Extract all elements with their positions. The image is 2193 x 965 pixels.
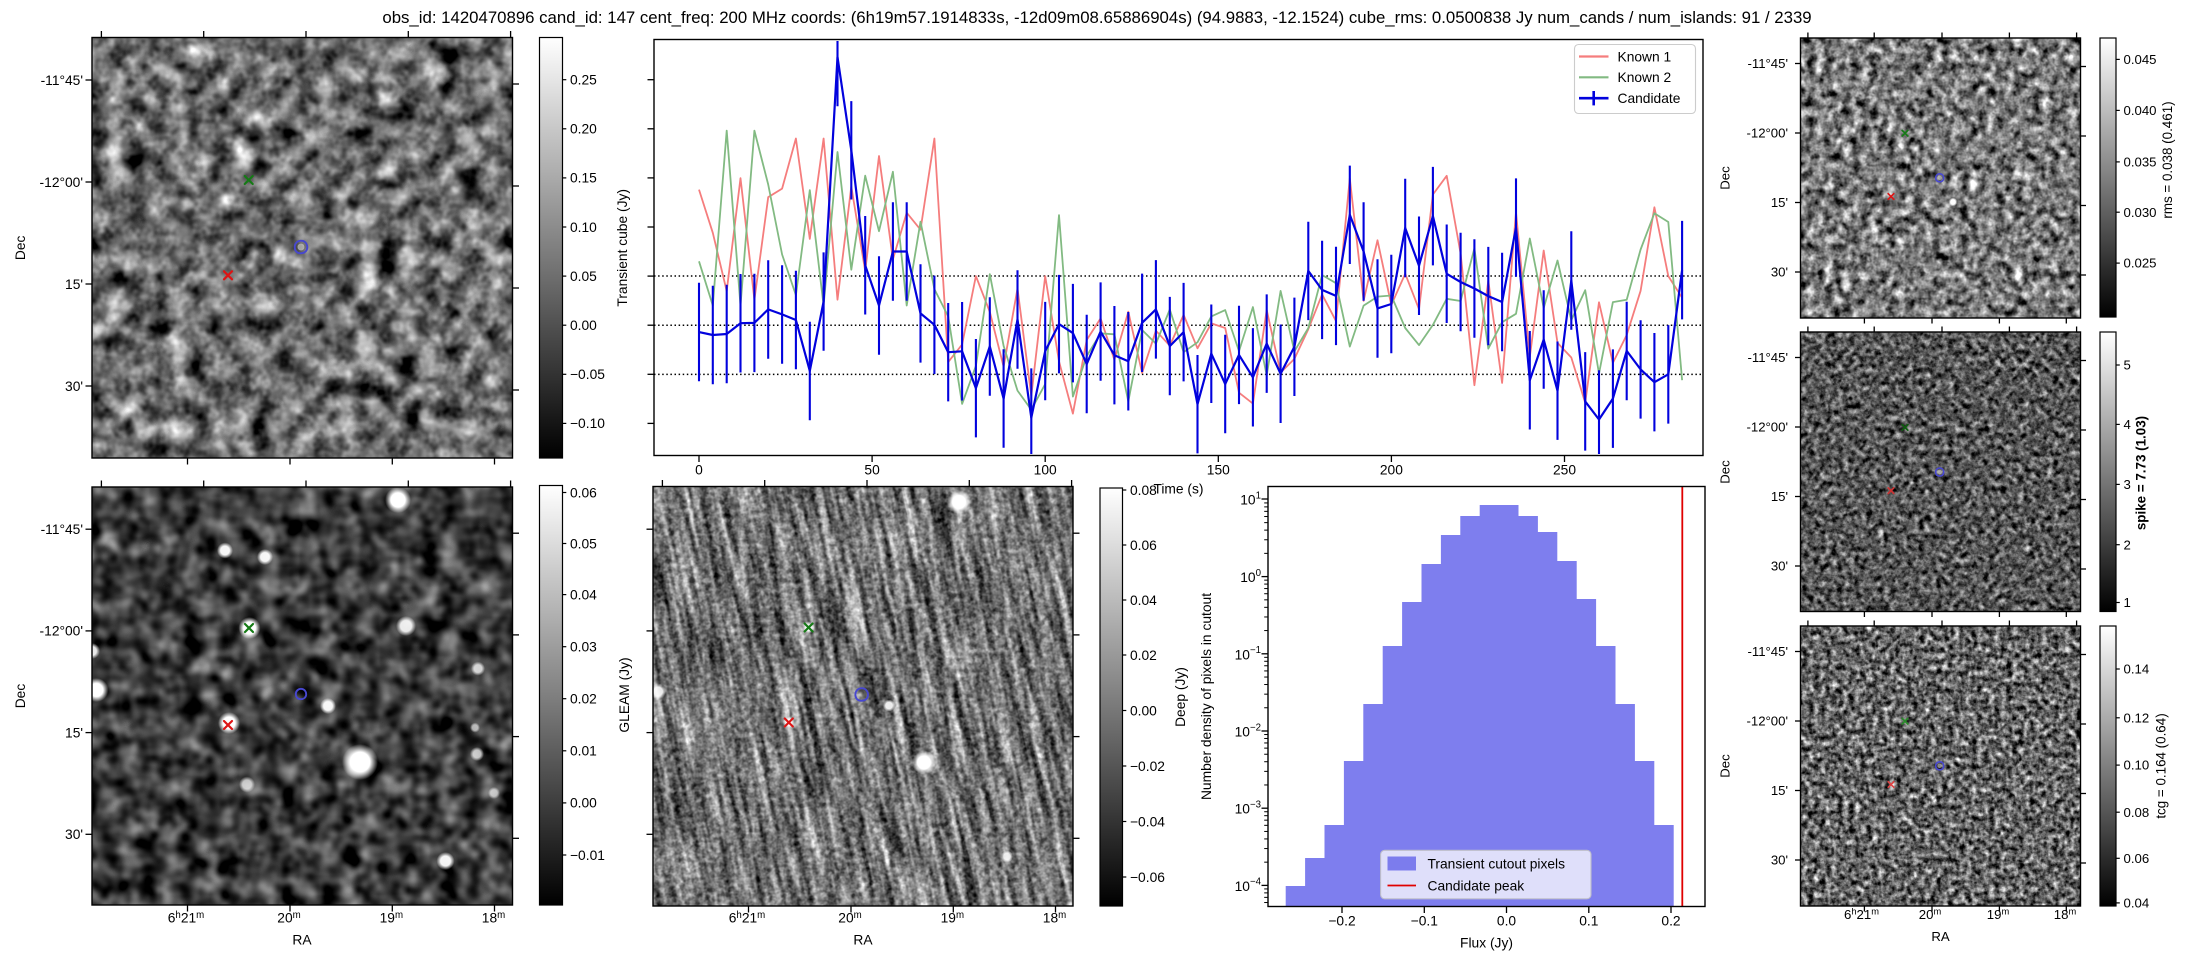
svg-text:tcg = 0.164 (0.64): tcg = 0.164 (0.64) [2154,713,2169,818]
svg-text:3: 3 [2124,477,2131,492]
svg-text:1: 1 [2124,595,2131,610]
svg-text:0.02: 0.02 [1130,648,1157,663]
svg-text:0.2: 0.2 [1661,914,1680,929]
svg-text:Dec: Dec [1718,754,1733,778]
svg-text:−0.02: −0.02 [1130,759,1165,774]
svg-text:-12°00': -12°00' [40,624,83,639]
svg-text:0.00: 0.00 [570,318,597,333]
svg-text:−0.05: −0.05 [570,367,605,382]
svg-text:RA: RA [853,933,873,948]
svg-text:30': 30' [1771,853,1788,868]
svg-text:200: 200 [1380,463,1403,478]
svg-text:−0.2: −0.2 [1328,914,1355,929]
svg-text:0.08: 0.08 [1130,483,1157,498]
svg-text:100: 100 [1034,463,1057,478]
svg-text:Dec: Dec [1718,166,1733,190]
svg-text:0.035: 0.035 [2124,155,2157,170]
svg-text:5: 5 [2124,358,2131,373]
svg-text:0.12: 0.12 [2124,710,2150,725]
svg-text:0.1: 0.1 [1579,914,1598,929]
svg-text:0.10: 0.10 [570,220,597,235]
svg-text:Candidate: Candidate [1618,91,1681,106]
svg-text:0.03: 0.03 [570,640,597,655]
svg-text:−0.01: −0.01 [570,848,605,863]
svg-text:-11°45': -11°45' [1747,350,1788,365]
svg-text:obs_id: 1420470896 cand_id: 14: obs_id: 1420470896 cand_id: 147 cent_fre… [382,8,1811,27]
svg-text:Candidate peak: Candidate peak [1428,878,1525,893]
svg-text:GLEAM (Jy): GLEAM (Jy) [617,657,632,732]
svg-text:0.06: 0.06 [1130,538,1157,553]
svg-text:0.15: 0.15 [570,171,597,186]
svg-text:0.04: 0.04 [2124,896,2150,911]
svg-text:250: 250 [1553,463,1576,478]
svg-text:−0.04: −0.04 [1130,814,1165,829]
svg-text:-11°45': -11°45' [1747,644,1788,659]
svg-text:15': 15' [65,277,83,292]
svg-text:0.00: 0.00 [1130,703,1157,718]
svg-text:0.00: 0.00 [570,796,597,811]
svg-text:-12°00': -12°00' [40,175,83,190]
svg-text:Dec: Dec [13,684,28,709]
svg-text:2: 2 [2124,537,2131,552]
svg-text:0.01: 0.01 [570,744,597,759]
svg-text:15': 15' [1771,783,1788,798]
svg-text:−0.10: −0.10 [570,416,605,431]
svg-text:0.04: 0.04 [1130,593,1157,608]
svg-text:Deep (Jy): Deep (Jy) [1173,667,1188,727]
svg-text:Dec: Dec [1718,460,1733,484]
svg-text:rms = 0.038 (0.461): rms = 0.038 (0.461) [2160,101,2175,218]
svg-text:0.05: 0.05 [570,269,597,284]
svg-text:spike = 7.73 (1.03): spike = 7.73 (1.03) [2134,416,2149,530]
svg-text:0.14: 0.14 [2124,662,2150,677]
svg-text:15': 15' [1771,195,1788,210]
svg-text:0.030: 0.030 [2124,205,2157,220]
svg-text:0.06: 0.06 [2124,851,2150,866]
svg-text:-12°00': -12°00' [1746,126,1788,141]
svg-text:15': 15' [1771,489,1788,504]
svg-text:Flux (Jy): Flux (Jy) [1460,936,1513,951]
svg-text:−0.06: −0.06 [1130,870,1165,885]
svg-text:0.08: 0.08 [2124,805,2150,820]
svg-text:0.06: 0.06 [570,485,597,500]
svg-text:0.04: 0.04 [570,587,597,602]
svg-text:0.0: 0.0 [1497,914,1517,929]
svg-text:0.05: 0.05 [570,536,597,551]
svg-text:4: 4 [2124,417,2131,432]
svg-text:Dec: Dec [13,235,28,260]
svg-text:30': 30' [1771,265,1788,280]
svg-text:Transient cutout pixels: Transient cutout pixels [1428,856,1566,871]
svg-text:30': 30' [65,827,83,842]
svg-text:Known 2: Known 2 [1618,70,1672,85]
svg-text:30': 30' [65,379,83,394]
svg-text:−0.1: −0.1 [1411,914,1438,929]
svg-text:-12°00': -12°00' [1746,420,1788,435]
svg-text:-11°45': -11°45' [41,522,83,537]
svg-text:-11°45': -11°45' [41,73,83,88]
svg-text:0.02: 0.02 [570,692,597,707]
svg-text:0.045: 0.045 [2124,52,2157,67]
svg-text:0: 0 [695,463,703,478]
svg-text:15': 15' [65,725,83,740]
svg-text:RA: RA [1931,929,1950,944]
svg-text:-11°45': -11°45' [1747,56,1788,71]
svg-text:Transient cube (Jy): Transient cube (Jy) [615,189,630,307]
svg-text:-12°00': -12°00' [1746,714,1788,729]
svg-text:Number density of pixels in cu: Number density of pixels in cutout [1199,593,1214,800]
svg-text:30': 30' [1771,559,1788,574]
svg-text:150: 150 [1207,463,1230,478]
svg-text:0.20: 0.20 [570,122,597,137]
svg-text:Time (s): Time (s) [1153,482,1203,497]
svg-text:0.040: 0.040 [2124,103,2157,118]
svg-text:50: 50 [864,463,880,478]
svg-text:0.25: 0.25 [570,73,597,88]
svg-text:Known 1: Known 1 [1618,49,1672,64]
svg-text:RA: RA [292,933,312,948]
svg-text:0.025: 0.025 [2124,256,2157,271]
svg-text:0.10: 0.10 [2124,758,2150,773]
